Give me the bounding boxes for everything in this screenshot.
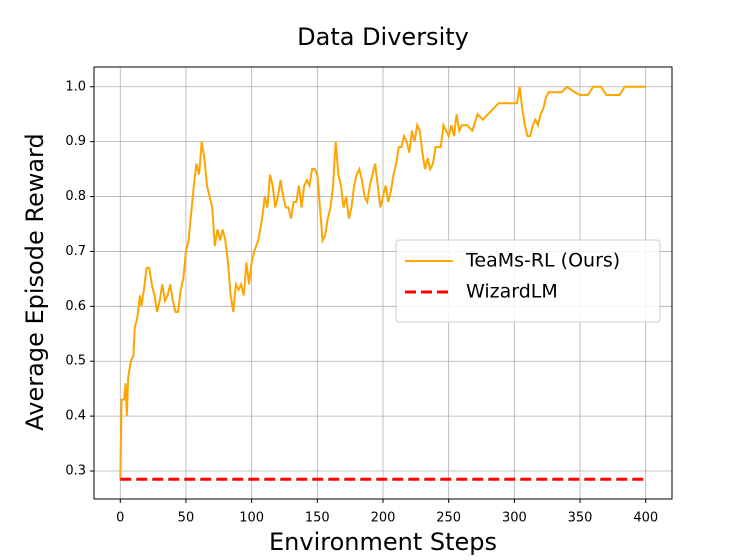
x-tick-label: 350 xyxy=(568,511,593,526)
y-axis-label: Average Episode Reward xyxy=(21,133,49,430)
y-tick-label: 0.6 xyxy=(65,299,86,314)
x-tick-label: 50 xyxy=(178,511,195,526)
y-tick-label: 0.7 xyxy=(65,244,86,259)
x-tick-label: 100 xyxy=(239,511,264,526)
series-line xyxy=(119,85,646,480)
y-tick-label: 0.4 xyxy=(65,409,86,424)
x-tick-label: 150 xyxy=(305,511,330,526)
plot-frame xyxy=(93,66,673,500)
legend-box xyxy=(395,239,661,323)
x-tick-label: 200 xyxy=(371,511,396,526)
y-tick-label: 1.0 xyxy=(65,79,86,94)
x-tick-label: 0 xyxy=(116,511,124,526)
x-tick-label: 400 xyxy=(633,511,658,526)
y-tick-label: 0.5 xyxy=(65,354,86,369)
x-tick-label: 300 xyxy=(502,511,527,526)
legend: TeaMs-RL (Ours) WizardLM xyxy=(395,239,661,323)
y-tick-label: 0.9 xyxy=(65,134,86,149)
y-tick-label: 0.3 xyxy=(65,464,86,479)
chart-title: Data Diversity xyxy=(297,23,469,51)
x-axis-label: Environment Steps xyxy=(269,528,497,556)
legend-label: TeaMs-RL (Ours) xyxy=(465,250,620,272)
legend-label: WizardLM xyxy=(466,281,558,303)
y-tick-label: 0.8 xyxy=(65,189,86,204)
x-tick-label: 250 xyxy=(436,511,461,526)
